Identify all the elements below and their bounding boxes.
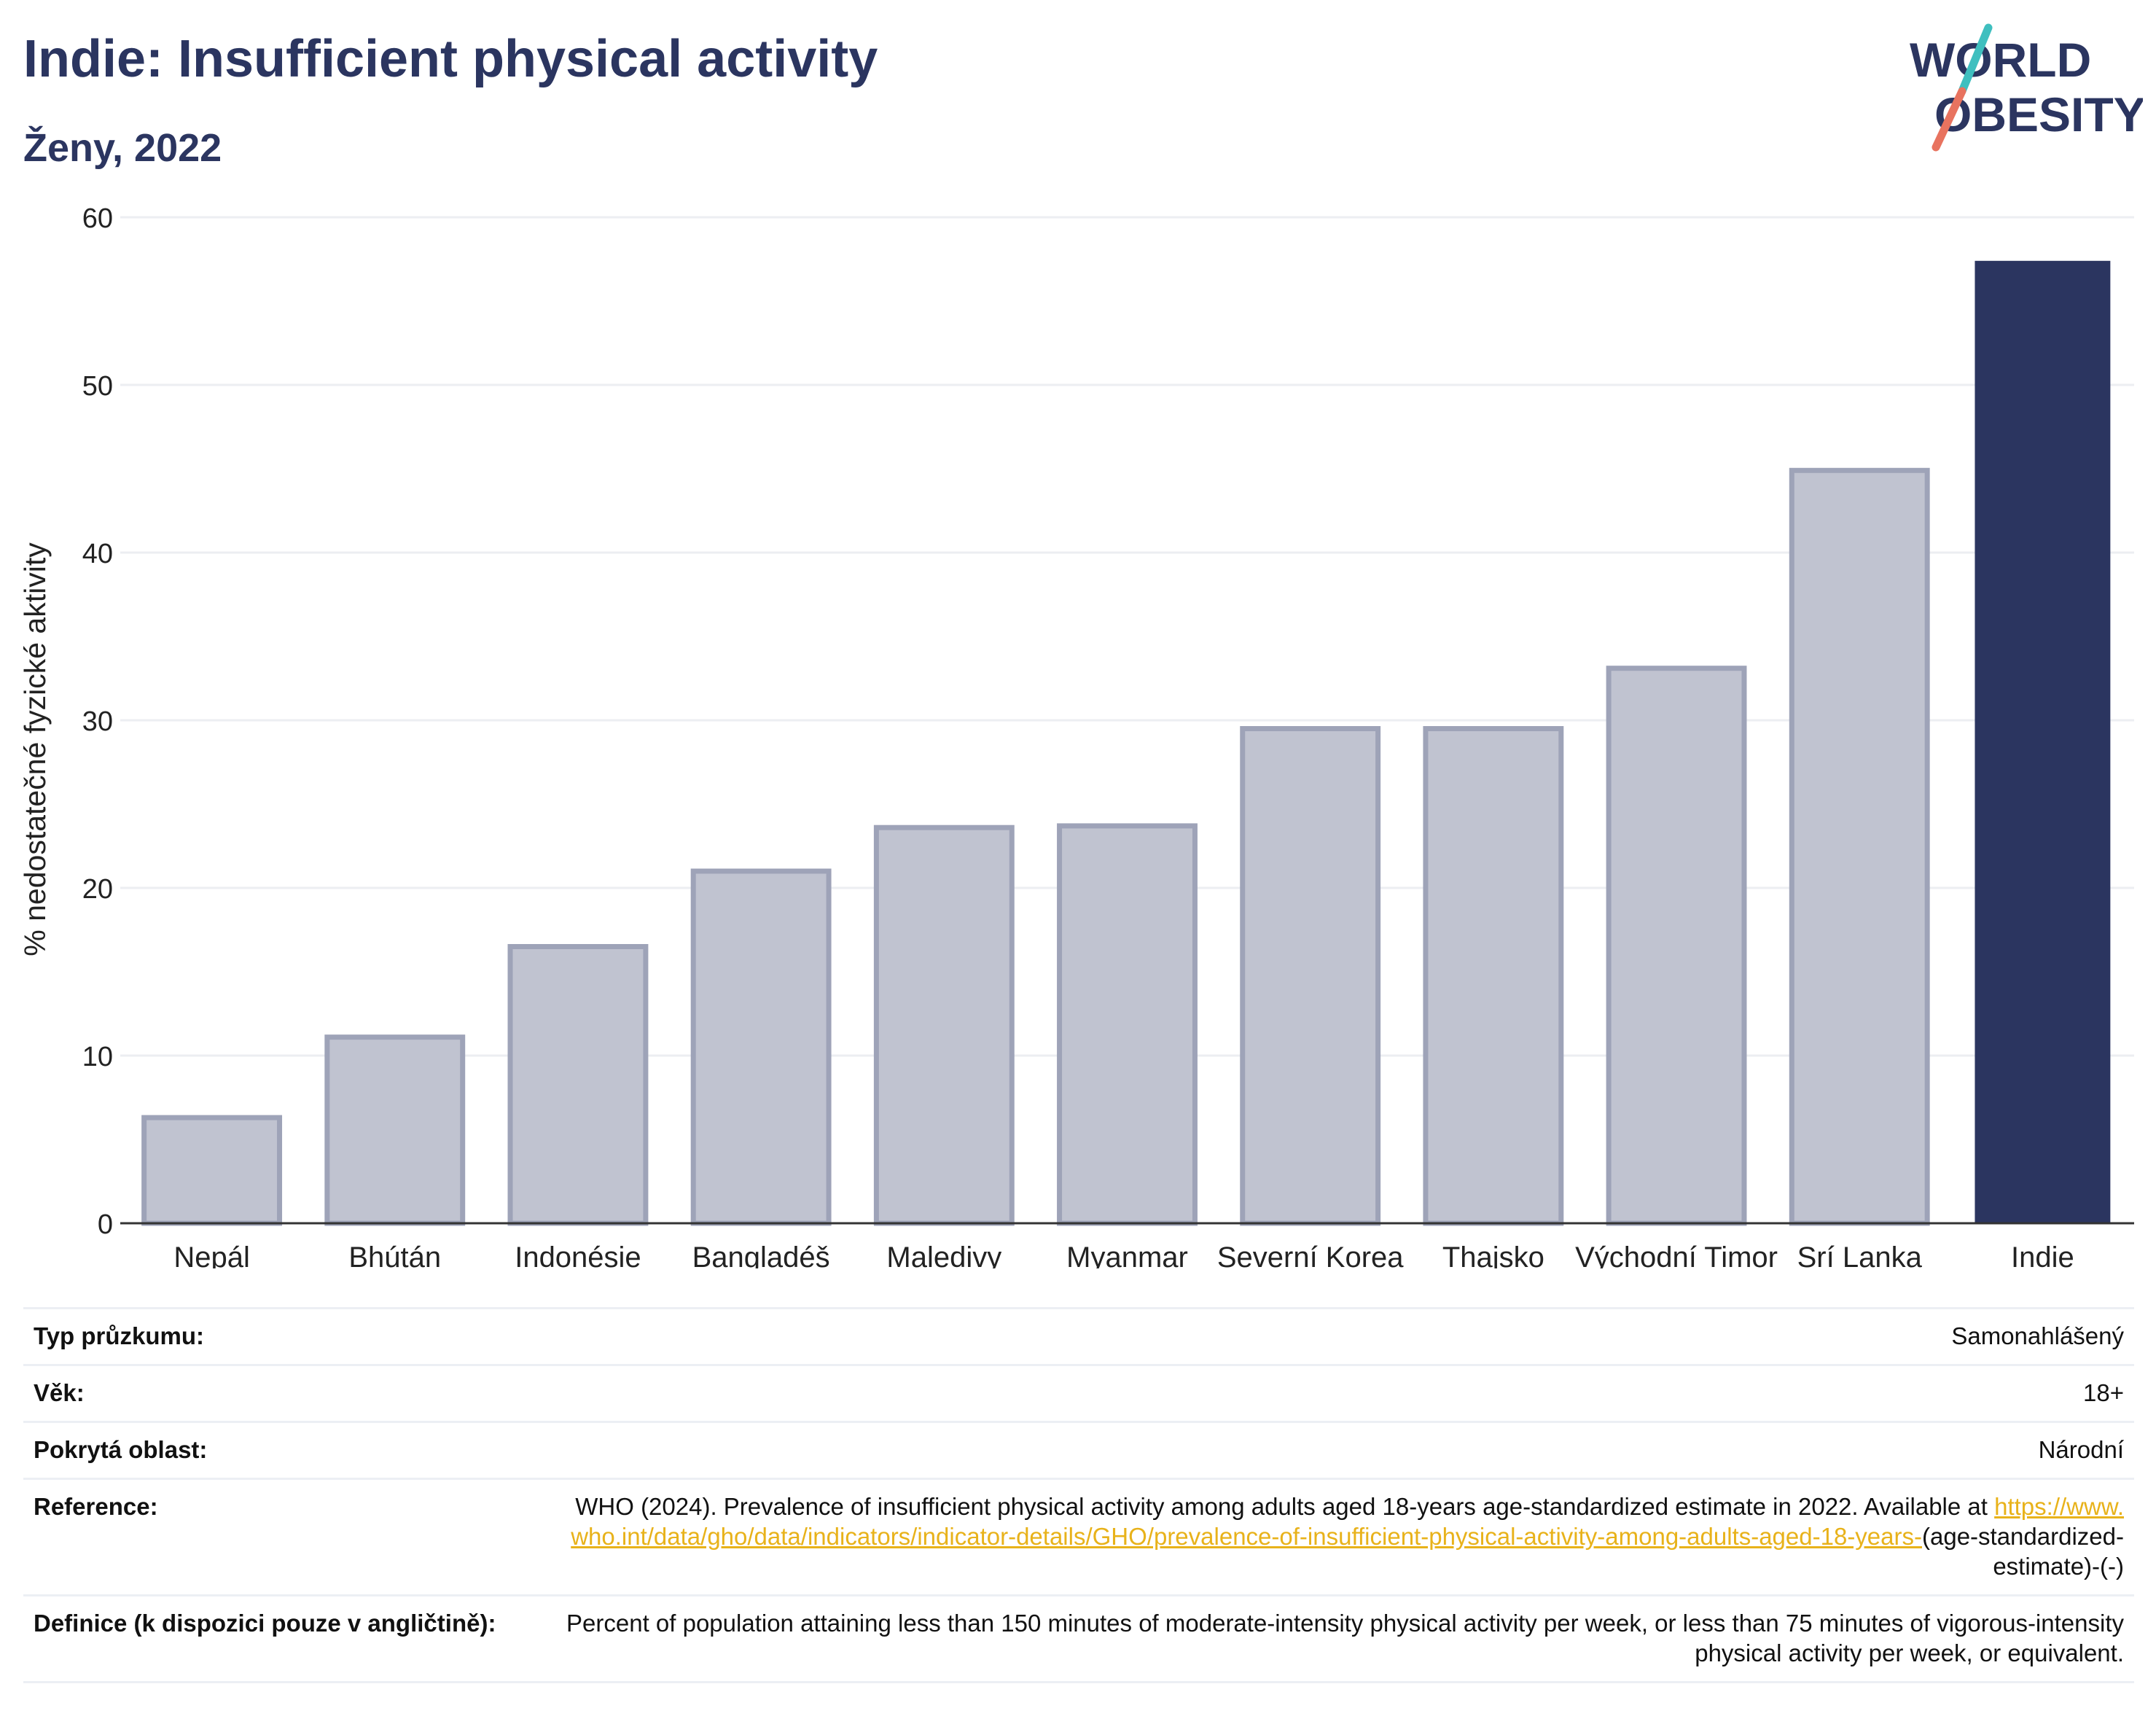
bar-nepál xyxy=(141,1115,283,1226)
x-tick-label: Východní Timor xyxy=(1575,1241,1778,1268)
reference-text: WHO (2024). Prevalence of insufficient p… xyxy=(575,1493,1988,1520)
y-tick-label: 30 xyxy=(82,706,113,737)
reference-suffix: (age-standardized-estimate)-(-) xyxy=(1922,1523,2124,1580)
info-table: Typ průzkumu: Samonahlášený Věk: 18+ Pok… xyxy=(23,1307,2134,1683)
info-row-age: Věk: 18+ xyxy=(23,1364,2134,1422)
y-tick-labels: 0 10 20 30 40 50 60 xyxy=(82,203,113,1240)
y-tick-label: 10 xyxy=(82,1042,113,1072)
info-row-reference: Reference: WHO (2024). Prevalence of ins… xyxy=(23,1478,2134,1596)
x-tick-label: Bangladéš xyxy=(692,1241,830,1268)
coverage-value: Národní xyxy=(554,1421,2134,1479)
logo-slash-teal xyxy=(1958,23,1993,95)
bars xyxy=(141,260,2111,1226)
x-tick-label: Maledivy xyxy=(886,1241,1001,1268)
x-tick-label: Thajsko xyxy=(1442,1241,1544,1268)
world-obesity-logo: WORLD OBESITY xyxy=(1910,23,2143,152)
bar-indie xyxy=(1975,260,2111,1223)
survey-type-label: Typ průzkumu: xyxy=(23,1307,554,1365)
x-tick-label: Myanmar xyxy=(1066,1241,1188,1268)
reference-label: Reference: xyxy=(23,1478,554,1596)
x-tick-labels: Nepál Bhútán Indonésie Bangladéš Maledivy Mya… xyxy=(173,1241,2074,1268)
chart-title: Indie: Insufficient physical activity xyxy=(23,30,878,88)
survey-type-value: Samonahlášený xyxy=(554,1307,2134,1365)
bar-severní-korea xyxy=(1240,726,1381,1226)
bar-východní-timor xyxy=(1606,666,1747,1226)
logo-text-obesity: OBESITY xyxy=(1934,87,2143,141)
definition-value: Percent of population attaining less tha… xyxy=(554,1594,2134,1683)
definition-label: Definice (k dispozici pouze v angličtině… xyxy=(23,1594,554,1683)
bar-chart: 0 10 20 30 40 50 60 Nepál Bhútán Indonésie Bangla… xyxy=(18,203,2134,1268)
info-row-survey-type: Typ průzkumu: Samonahlášený xyxy=(23,1307,2134,1365)
age-value: 18+ xyxy=(554,1364,2134,1422)
reference-link[interactable]: https://www.who.int/data/gho/data/indica… xyxy=(571,1493,2124,1550)
coverage-label: Pokrytá oblast: xyxy=(23,1421,554,1479)
y-tick-label: 0 xyxy=(98,1209,113,1240)
logo-slash-coral xyxy=(1932,87,1966,152)
bar-maledivy xyxy=(873,824,1015,1226)
bar-bangladéš xyxy=(690,868,832,1226)
y-tick-label: 40 xyxy=(82,539,113,569)
logo-text-world: WORLD xyxy=(1910,33,2091,87)
info-row-coverage: Pokrytá oblast: Národní xyxy=(23,1421,2134,1479)
x-tick-label: Srí Lanka xyxy=(1797,1241,1923,1268)
x-tick-label: Severní Korea xyxy=(1217,1241,1404,1268)
bar-srí-lanka xyxy=(1789,467,1930,1226)
info-row-definition: Definice (k dispozici pouze v angličtině… xyxy=(23,1594,2134,1683)
y-tick-label: 50 xyxy=(82,371,113,402)
bar-bhútán xyxy=(324,1034,466,1226)
y-tick-label: 60 xyxy=(82,203,113,234)
bar-indonésie xyxy=(507,944,649,1226)
bar-myanmar xyxy=(1057,823,1198,1226)
reference-value: WHO (2024). Prevalence of insufficient p… xyxy=(554,1478,2134,1596)
x-tick-label: Indonésie xyxy=(515,1241,641,1268)
x-tick-label: Nepál xyxy=(173,1241,250,1268)
y-tick-label: 20 xyxy=(82,874,113,905)
chart-subtitle: Ženy, 2022 xyxy=(23,126,222,170)
x-tick-label: Indie xyxy=(2011,1241,2074,1268)
y-axis-label: % nedostatečné fyzické aktivity xyxy=(18,542,52,956)
bar-thajsko xyxy=(1423,726,1564,1226)
age-label: Věk: xyxy=(23,1364,554,1422)
x-tick-label: Bhútán xyxy=(348,1241,441,1268)
